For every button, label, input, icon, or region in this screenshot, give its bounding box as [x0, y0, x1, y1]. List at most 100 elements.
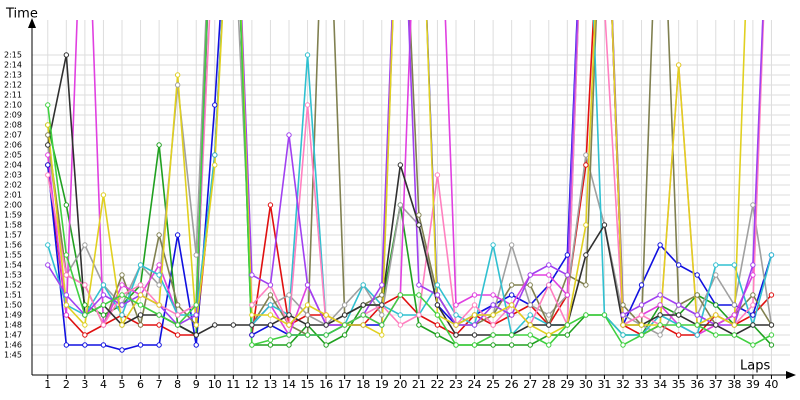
point	[620, 342, 626, 348]
point	[564, 332, 571, 338]
x-tick-label: 4	[100, 378, 107, 391]
y-tick-label: 1:58	[4, 221, 22, 230]
point	[675, 312, 682, 318]
point	[694, 332, 700, 338]
point	[508, 302, 515, 308]
point	[731, 312, 738, 318]
point	[750, 202, 756, 208]
point	[174, 302, 181, 308]
point	[45, 102, 51, 108]
point	[713, 262, 719, 268]
point	[286, 312, 292, 318]
point	[230, 322, 237, 328]
point	[583, 312, 589, 318]
y-tick-label: 1:50	[4, 301, 22, 310]
point	[119, 282, 125, 288]
point	[768, 322, 775, 328]
point	[249, 272, 255, 278]
y-tick-label: 1:56	[4, 241, 22, 250]
point	[45, 172, 51, 178]
x-tick-label: 28	[542, 378, 556, 391]
point	[137, 302, 144, 308]
point	[768, 292, 775, 298]
point	[750, 322, 756, 328]
point	[453, 302, 459, 308]
x-tick-label: 15	[301, 378, 315, 391]
point	[713, 312, 719, 318]
y-tick-label: 2:15	[4, 51, 22, 60]
y-tick-label: 2:01	[4, 191, 22, 200]
point	[174, 322, 181, 328]
point	[323, 322, 329, 328]
x-tick-label: 3	[81, 378, 88, 391]
x-tick-label: 33	[635, 378, 649, 391]
x-tick-label: 27	[523, 378, 537, 391]
point	[471, 342, 478, 348]
point	[527, 272, 533, 278]
point	[137, 342, 144, 348]
point	[768, 252, 775, 258]
point	[100, 302, 107, 308]
point	[490, 242, 496, 248]
point	[304, 322, 311, 328]
point	[546, 282, 552, 288]
point	[416, 282, 422, 288]
x-tick-label: 10	[208, 378, 222, 391]
point	[249, 332, 255, 338]
y-tick-label: 2:14	[4, 61, 22, 70]
point	[657, 322, 663, 328]
point	[694, 272, 700, 278]
y-tick-label: 2:03	[4, 171, 22, 180]
point	[490, 332, 496, 338]
x-tick-label: 14	[282, 378, 296, 391]
point	[527, 332, 533, 338]
y-tick-label: 1:45	[4, 351, 22, 360]
point	[397, 162, 404, 168]
point	[564, 322, 571, 328]
series-line	[46, 20, 772, 347]
y-tick-label: 1:59	[4, 211, 22, 220]
point	[45, 242, 51, 248]
y-tick-label: 1:48	[4, 321, 22, 330]
point	[137, 262, 144, 268]
point	[100, 192, 107, 198]
point	[156, 232, 162, 238]
point	[397, 292, 404, 298]
point	[63, 342, 70, 348]
point	[156, 312, 162, 318]
point	[527, 322, 533, 328]
point	[156, 142, 162, 148]
point	[137, 282, 144, 288]
point	[100, 292, 107, 298]
point	[508, 312, 515, 318]
point	[453, 342, 459, 348]
point	[156, 272, 162, 278]
point	[416, 322, 422, 328]
point	[63, 202, 70, 208]
y-tick-label: 2:06	[4, 141, 22, 150]
x-tick-label: 32	[616, 378, 630, 391]
x-tick-label: 39	[746, 378, 760, 391]
point	[490, 312, 496, 318]
x-tick-label: 18	[356, 378, 370, 391]
y-tick-label: 1:57	[4, 231, 22, 240]
point	[546, 342, 552, 348]
y-tick-label: 1:53	[4, 271, 22, 280]
x-tick-label: 37	[709, 378, 723, 391]
point	[360, 312, 366, 318]
point	[490, 322, 496, 328]
point	[286, 332, 292, 338]
y-tick-label: 1:52	[4, 281, 22, 290]
x-tick-label: 6	[137, 378, 144, 391]
y-tick-label: 1:51	[4, 291, 22, 300]
point	[379, 292, 385, 298]
point	[323, 312, 329, 318]
point	[193, 332, 199, 338]
point	[63, 272, 70, 278]
point	[471, 312, 478, 318]
x-tick-label: 21	[412, 378, 426, 391]
point	[267, 292, 274, 298]
point	[82, 332, 88, 338]
point	[63, 302, 70, 308]
